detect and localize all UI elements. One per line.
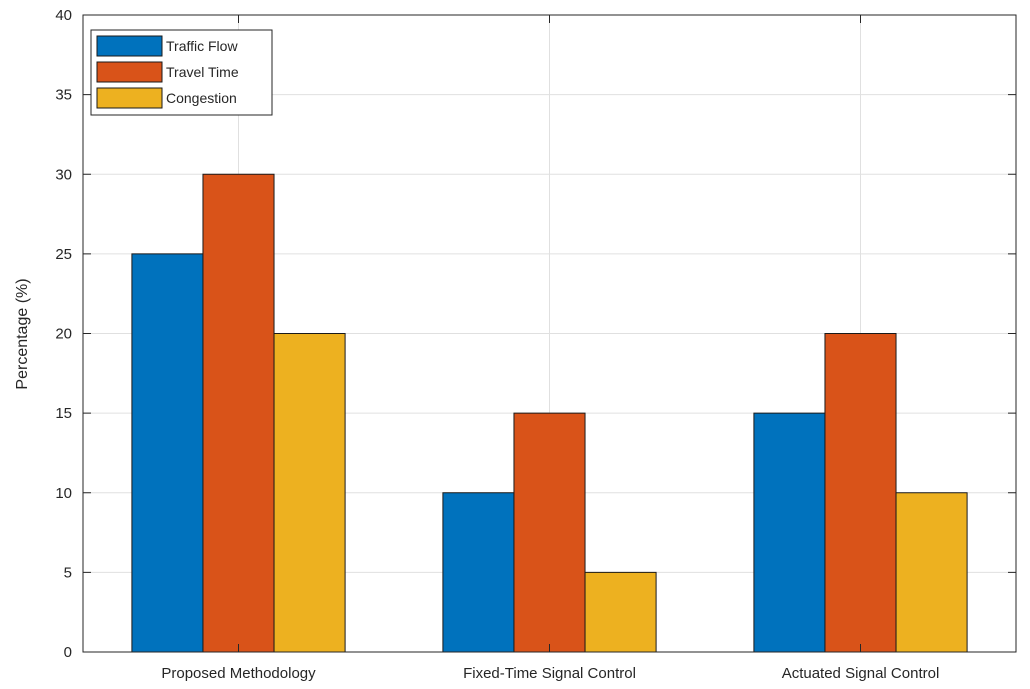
bar-travel-time — [824, 333, 897, 653]
y-tick-label: 20 — [55, 326, 72, 343]
x-tick-label: Fixed-Time Signal Control — [463, 665, 636, 682]
bar-traffic-flow — [131, 253, 204, 653]
y-tick-labels: 0 5 10 15 20 25 30 35 40 — [55, 7, 72, 661]
bar-travel-time — [513, 412, 586, 653]
legend-swatch — [96, 35, 163, 57]
bar-travel-time — [202, 173, 275, 653]
legend-label: Congestion — [166, 90, 237, 106]
x-tick-label: Proposed Methodology — [161, 665, 316, 682]
y-tick-label: 0 — [64, 644, 72, 661]
bar-congestion — [895, 492, 968, 653]
axes — [82, 14, 1017, 653]
bar-traffic-flow — [442, 492, 515, 653]
x-tick-labels: Proposed Methodology Fixed-Time Signal Co… — [161, 665, 939, 682]
y-tick-label: 35 — [55, 87, 72, 104]
y-tick-label: 15 — [55, 405, 72, 422]
bar-congestion — [584, 571, 657, 653]
bar-congestion — [273, 333, 346, 653]
y-axis-label: Percentage (%) — [14, 278, 31, 389]
y-tick-label: 30 — [55, 166, 72, 183]
y-tick-label: 5 — [64, 564, 72, 581]
x-tick-label: Actuated Signal Control — [782, 665, 940, 682]
bars — [131, 173, 968, 653]
legend-swatch — [96, 87, 163, 109]
legend-label: Travel Time — [166, 64, 239, 80]
legend: Traffic Flow Travel Time Congestion — [90, 29, 273, 116]
y-tick-label: 25 — [55, 246, 72, 263]
y-tick-label: 10 — [55, 485, 72, 502]
bar-traffic-flow — [753, 412, 826, 653]
y-tick-label: 40 — [55, 7, 72, 24]
legend-label: Traffic Flow — [166, 38, 238, 54]
legend-swatch — [96, 61, 163, 83]
